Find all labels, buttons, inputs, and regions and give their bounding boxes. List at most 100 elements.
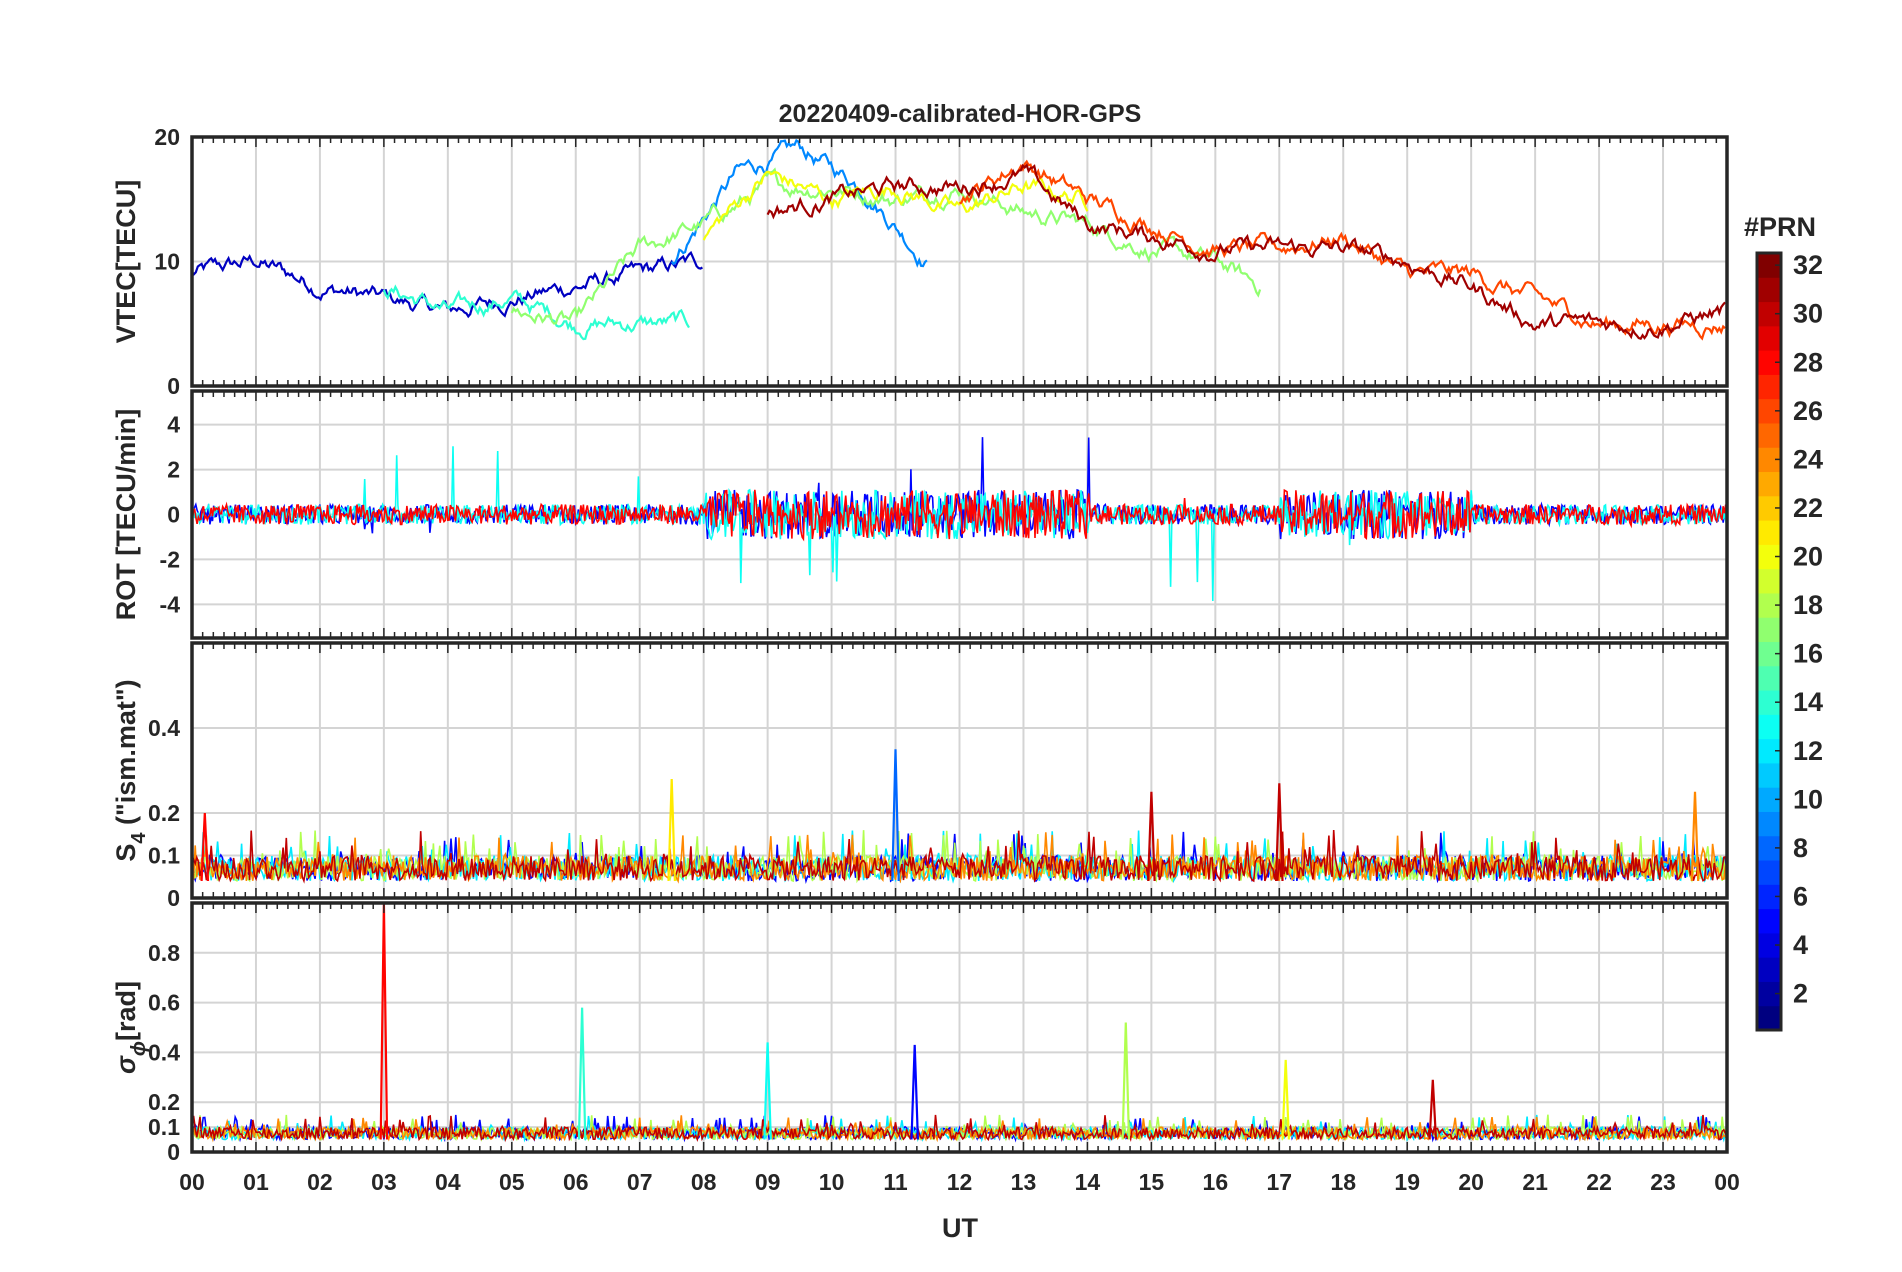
x-tick-label: 08: [691, 1169, 717, 1195]
y-tick-label: -2: [160, 546, 180, 572]
colorbar-tick-label: 22: [1793, 493, 1823, 523]
x-tick-label: 03: [371, 1169, 397, 1195]
series-prn-13: [192, 446, 1727, 602]
y-tick-label: 4: [167, 412, 180, 438]
peak-1: [667, 778, 676, 882]
y-tick-label: 10: [154, 249, 180, 275]
x-tick-label: 13: [1011, 1169, 1037, 1195]
x-tick-label: 22: [1586, 1169, 1612, 1195]
x-tick-label: 06: [563, 1169, 589, 1195]
colorbar-band: [1757, 617, 1781, 642]
y-tick-label: -4: [160, 591, 181, 617]
y-tick-label: 0.1: [148, 843, 180, 869]
panel-s4: 0 0.1 0.2 0.4S4 ("ism.mat"): [111, 641, 1729, 911]
y-tick-label: 2: [167, 457, 180, 483]
panel-vtec: 0 10 20 VTEC[TECU]: [111, 124, 1729, 399]
series-prn-14: [382, 284, 690, 341]
x-tick-label: 14: [1075, 1169, 1101, 1195]
x-tick-label: 04: [435, 1169, 461, 1195]
y-axis-label: VTEC[TECU]: [111, 180, 141, 344]
x-tick-label: 09: [755, 1169, 781, 1195]
colorbar-tick-label: 12: [1793, 736, 1823, 766]
x-tick-label: 00: [179, 1169, 205, 1195]
colorbar-tick-label: 20: [1793, 542, 1823, 572]
colorbar-band: [1757, 277, 1781, 303]
colorbar-tick-label: 32: [1793, 250, 1823, 280]
x-tick-label: 23: [1650, 1169, 1676, 1195]
colorbar-tick-label: 10: [1793, 784, 1823, 814]
x-axis: 00 01 02 03 04 05 06 07 08 09 10 11 12 13 14 15 16 17 18 19…: [179, 1169, 1740, 1195]
peak-2: [763, 1042, 772, 1140]
colorbar-tick-label: 30: [1793, 299, 1823, 329]
colorbar-band: [1757, 908, 1781, 934]
y-tick-label: 0.2: [148, 800, 180, 826]
traces: [192, 749, 1727, 885]
y-tick-label: 0: [167, 502, 180, 528]
x-tick-label: 19: [1394, 1169, 1420, 1195]
chart-title: 20220409-calibrated-HOR-GPS: [779, 100, 1142, 128]
y-axis-label: S4 ("ism.mat"): [111, 679, 150, 861]
peak-6: [1428, 1079, 1438, 1140]
colorbar-band: [1757, 714, 1781, 740]
x-tick-label: 01: [243, 1169, 269, 1195]
x-tick-label: 11: [883, 1169, 908, 1195]
peak-4: [1121, 1022, 1131, 1140]
panel-rot: -4 -2 0 2 4 ROT [TECU/min]: [111, 389, 1729, 640]
x-tick-label: 10: [819, 1169, 845, 1195]
y-tick-label: 0.4: [148, 1039, 180, 1065]
series-prn-18: [192, 1114, 1727, 1142]
series-prn-30: [192, 1114, 1727, 1143]
peak-5: [1281, 1059, 1290, 1140]
peak-5: [1690, 791, 1700, 882]
x-tick-label: 12: [947, 1169, 973, 1195]
series-prn-28: [192, 488, 1727, 542]
colorbar-band: [1757, 860, 1781, 885]
x-tick-label: 00: [1714, 1169, 1740, 1195]
colorbar-tick-label: 2: [1793, 979, 1808, 1009]
colorbar-band: [1757, 762, 1781, 788]
peak-0: [379, 903, 389, 1140]
x-tick-label: 15: [1139, 1169, 1165, 1195]
x-tick-label: 05: [499, 1169, 525, 1195]
y-axis-label: ROT [TECU/min]: [111, 409, 141, 620]
colorbar-band: [1757, 568, 1781, 594]
y-tick-label: 0: [167, 885, 180, 911]
x-tick-label: 18: [1330, 1169, 1356, 1195]
colorbar-band: [1757, 811, 1781, 837]
colorbar-band: [1757, 1005, 1781, 1031]
colorbar-tick-label: 26: [1793, 396, 1823, 426]
peak-3: [1147, 791, 1156, 882]
peak-1: [577, 1007, 587, 1140]
series-prn-30: [192, 829, 1727, 884]
colorbar-tick-label: 24: [1793, 444, 1823, 474]
colorbar-tick-label: 16: [1793, 639, 1823, 669]
colorbar-tick-label: 28: [1793, 347, 1823, 377]
y-tick-label: 0: [167, 1139, 180, 1165]
y-tick-label: 0.6: [148, 990, 180, 1016]
colorbar-band: [1757, 471, 1781, 497]
x-tick-label: 07: [627, 1169, 653, 1195]
x-tick-label: 17: [1266, 1169, 1292, 1195]
y-tick-label: 0.8: [148, 940, 180, 966]
series-prn-17: [510, 167, 1262, 325]
x-tick-label: 02: [307, 1169, 333, 1195]
y-axis-label: σϕ[rad]: [111, 981, 150, 1074]
series-prn-20: [702, 170, 1089, 241]
colorbar-band: [1757, 665, 1781, 691]
colorbar-band: [1757, 422, 1781, 448]
colorbar-label: #PRN: [1744, 212, 1816, 242]
colorbar-tick-label: 8: [1793, 833, 1808, 863]
colorbar-tick-label: 18: [1793, 590, 1823, 620]
colorbar-tick-label: 4: [1793, 930, 1808, 960]
x-tick-label: 16: [1203, 1169, 1229, 1195]
y-tick-label: 0: [167, 373, 180, 399]
peak-3: [910, 1044, 919, 1140]
colorbar-tick-label: 14: [1793, 687, 1823, 717]
peak-2: [891, 749, 900, 882]
x-axis-label: UT: [942, 1213, 978, 1243]
series-prn-24: [192, 831, 1727, 884]
y-tick-label: 0.1: [148, 1114, 180, 1140]
x-tick-label: 21: [1522, 1169, 1548, 1195]
panel-sigma: 00.10.2 0.4 0.6 0.8 σϕ[rad]: [111, 901, 1729, 1165]
